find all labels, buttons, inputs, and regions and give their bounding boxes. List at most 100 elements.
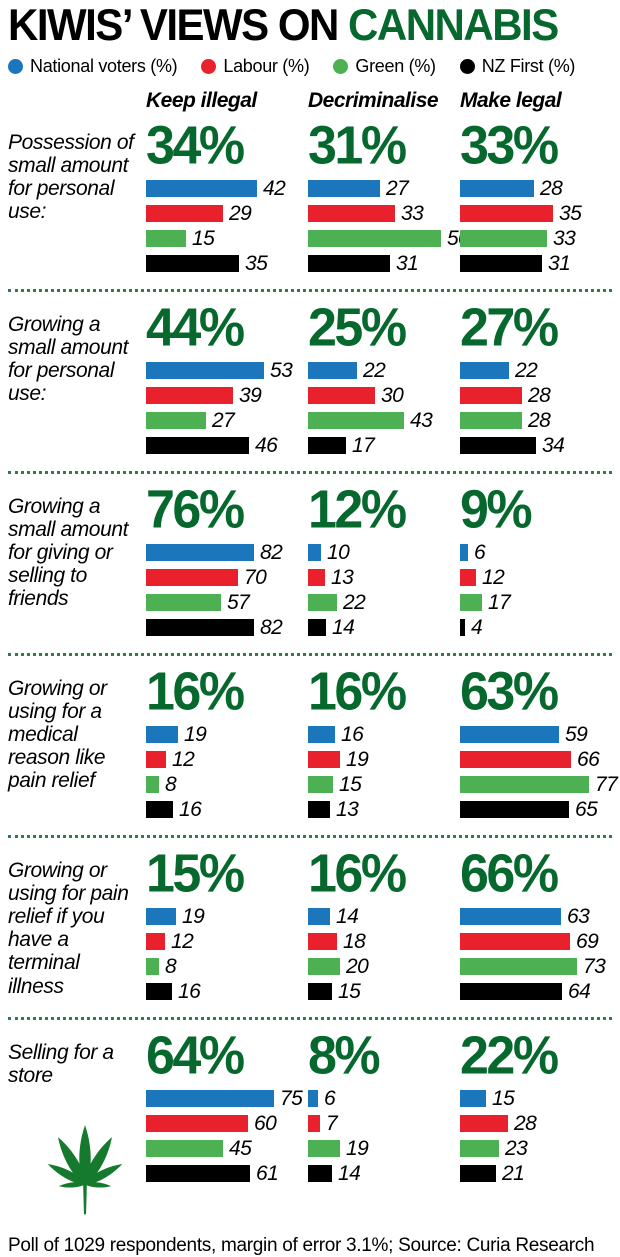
total-percent: 33% (460, 115, 559, 177)
bar-row-green: 50 (308, 227, 470, 250)
stance-cell: 27% 22 28 28 34 (460, 299, 612, 462)
bar-labour (460, 933, 570, 951)
total-percent: 8% (308, 1025, 381, 1087)
stance-cell: 22% 15 28 23 21 (460, 1027, 612, 1224)
total-percent: 22% (460, 1025, 559, 1087)
stance-cell: 64% 75 60 45 61 (146, 1027, 308, 1224)
bar-labour (308, 387, 375, 405)
bar-row-labour: 70 (146, 566, 308, 589)
total-percent: 31% (308, 115, 407, 177)
bar-value: 15 (492, 1086, 515, 1110)
bar-value: 27 (386, 176, 409, 200)
bar-value: 46 (255, 433, 278, 457)
bar-row-national: 14 (308, 905, 460, 928)
legend-label: Green (%) (355, 56, 436, 77)
question-row: Possession of small amount for personal … (8, 113, 612, 289)
bar-value: 14 (336, 904, 359, 928)
bar-row-green: 15 (308, 773, 460, 796)
bar-national (146, 908, 176, 926)
bar-nzfirst (308, 801, 330, 819)
stance-cell: 9% 6 12 17 4 (460, 481, 612, 644)
bar-value: 23 (505, 1136, 528, 1160)
column-header-make-legal: Make legal (460, 89, 562, 113)
bar-row-national: 6 (460, 541, 612, 564)
bar-national (460, 362, 509, 380)
bar-nzfirst (308, 983, 332, 1001)
bar-value: 66 (577, 747, 600, 771)
bar-green (146, 958, 159, 976)
bar-nzfirst (146, 619, 254, 637)
bar-row-nzfirst: 15 (308, 980, 460, 1003)
legend: National voters (%) Labour (%) Green (%)… (8, 56, 612, 77)
bar-national (146, 362, 264, 380)
bar-value: 21 (502, 1161, 525, 1185)
stance-cell: 44% 53 39 27 46 (146, 299, 308, 462)
bar-row-national: 15 (460, 1087, 612, 1110)
bar-value: 31 (396, 251, 419, 275)
bar-nzfirst (308, 255, 390, 273)
bar-row-green: 8 (146, 773, 308, 796)
bar-national (146, 180, 257, 198)
bar-national (460, 1090, 486, 1108)
bar-value: 63 (567, 904, 590, 928)
bar-row-labour: 7 (308, 1112, 460, 1135)
stance-cell: 31% 27 33 50 31 (308, 115, 470, 280)
bar-labour (146, 933, 165, 951)
bar-green (460, 230, 547, 248)
bar-value: 70 (244, 565, 267, 589)
bar-national (460, 544, 468, 562)
legend-label: National voters (%) (30, 56, 178, 77)
bar-row-green: 43 (308, 409, 460, 432)
bar-value: 16 (179, 797, 202, 821)
bar-row-green: 15 (146, 227, 308, 250)
bar-row-national: 22 (460, 359, 612, 382)
bar-green (308, 958, 340, 976)
stance-cell: 16% 16 19 15 13 (308, 663, 460, 826)
bar-labour (308, 751, 340, 769)
bar-value: 19 (346, 747, 369, 771)
bar-row-green: 77 (460, 773, 618, 796)
stance-cell: 15% 19 12 8 16 (146, 845, 308, 1008)
bar-value: 17 (488, 590, 511, 614)
question-label: Possession of small amount for personal … (8, 131, 134, 224)
bar-national (460, 726, 559, 744)
bar-row-nzfirst: 14 (308, 1162, 460, 1185)
bar-nzfirst (146, 983, 172, 1001)
column-headers: Keep illegal Decriminalise Make legal (8, 89, 612, 113)
bar-row-green: 20 (308, 955, 460, 978)
question-label: Growing a small amount for personal use: (8, 313, 129, 406)
stance-cell: 34% 42 29 15 35 (146, 117, 308, 280)
chart-rows: Possession of small amount for personal … (8, 113, 618, 1233)
question-label: Growing a small amount for giving or sel… (8, 495, 129, 611)
bar-national (308, 726, 335, 744)
question-row: Growing a small amount for personal use:… (8, 289, 612, 471)
total-percent: 16% (308, 661, 407, 723)
bar-value: 6 (324, 1086, 336, 1110)
bar-row-green: 8 (146, 955, 308, 978)
bar-value: 8 (165, 772, 177, 796)
bar-labour (460, 569, 476, 587)
bar-green (460, 594, 482, 612)
bar-row-green: 22 (308, 591, 460, 614)
bar-value: 39 (239, 383, 262, 407)
bar-nzfirst (460, 983, 562, 1001)
bar-nzfirst (146, 255, 239, 273)
national-dot-icon (8, 59, 23, 75)
question-row: Growing or using for a medical reason li… (8, 653, 618, 835)
bar-value: 16 (341, 722, 364, 746)
bar-nzfirst (146, 1165, 250, 1183)
bar-green (146, 776, 159, 794)
stance-cell: 16% 14 18 20 15 (308, 845, 460, 1008)
bar-value: 42 (263, 176, 286, 200)
bar-row-nzfirst: 46 (146, 434, 308, 457)
column-header-spacer (8, 89, 146, 113)
bar-national (308, 544, 321, 562)
bar-national (308, 908, 330, 926)
bar-value: 15 (339, 772, 362, 796)
bar-row-nzfirst: 4 (460, 616, 612, 639)
bar-row-nzfirst: 61 (146, 1162, 308, 1185)
total-percent: 63% (460, 661, 559, 723)
bar-value: 64 (568, 979, 591, 1003)
bar-green (460, 1140, 499, 1158)
bar-value: 13 (331, 565, 354, 589)
